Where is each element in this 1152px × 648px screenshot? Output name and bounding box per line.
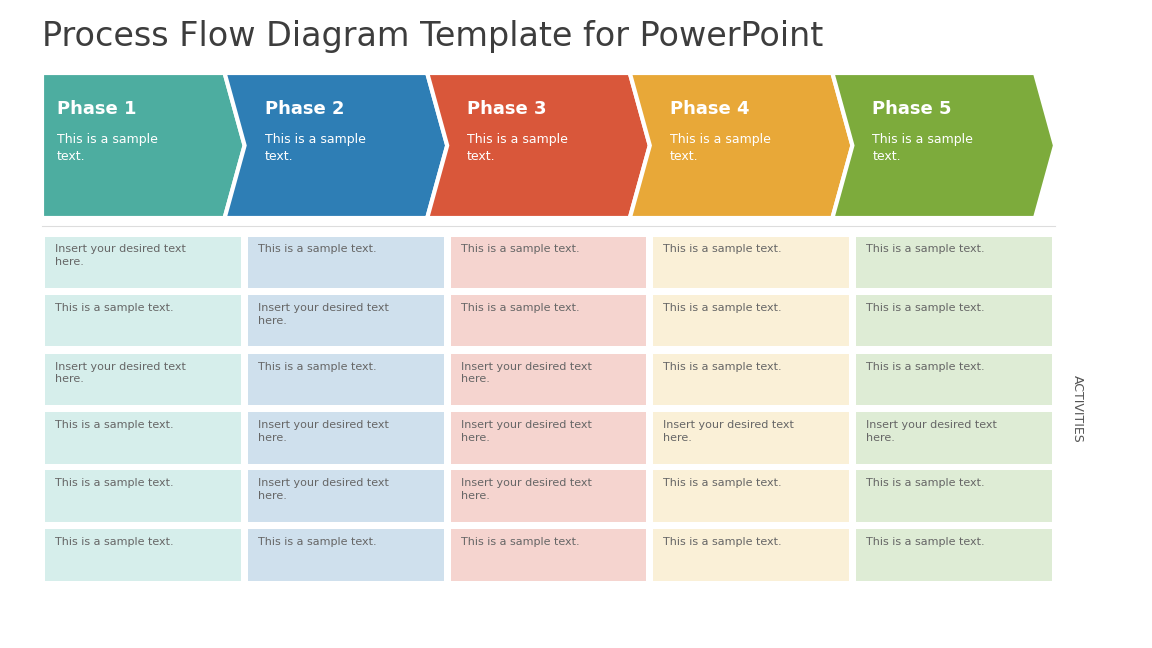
Text: This is a sample text.: This is a sample text. xyxy=(866,303,985,313)
Text: Insert your desired text
here.: Insert your desired text here. xyxy=(866,420,996,443)
FancyBboxPatch shape xyxy=(45,470,241,522)
FancyBboxPatch shape xyxy=(450,529,646,581)
Text: Phase 5: Phase 5 xyxy=(872,100,952,118)
Text: This is a sample text.: This is a sample text. xyxy=(664,244,782,255)
FancyBboxPatch shape xyxy=(450,237,646,288)
Text: Insert your desired text
here.: Insert your desired text here. xyxy=(461,420,592,443)
FancyBboxPatch shape xyxy=(248,295,444,347)
Text: This is a sample text.: This is a sample text. xyxy=(461,537,579,547)
Text: This is a sample text.: This is a sample text. xyxy=(664,537,782,547)
Polygon shape xyxy=(225,73,447,218)
FancyBboxPatch shape xyxy=(45,354,241,405)
Text: This is a sample
text.: This is a sample text. xyxy=(56,133,158,163)
FancyBboxPatch shape xyxy=(450,470,646,522)
FancyBboxPatch shape xyxy=(856,470,1052,522)
FancyBboxPatch shape xyxy=(248,412,444,463)
Polygon shape xyxy=(630,73,852,218)
FancyBboxPatch shape xyxy=(45,237,241,288)
Text: Insert your desired text
here.: Insert your desired text here. xyxy=(664,420,794,443)
Text: This is a sample text.: This is a sample text. xyxy=(258,537,377,547)
Text: This is a sample text.: This is a sample text. xyxy=(258,244,377,255)
Text: This is a sample
text.: This is a sample text. xyxy=(872,133,973,163)
Text: This is a sample text.: This is a sample text. xyxy=(664,362,782,371)
Text: This is a sample text.: This is a sample text. xyxy=(866,244,985,255)
Polygon shape xyxy=(833,73,1055,218)
Text: Insert your desired text
here.: Insert your desired text here. xyxy=(258,303,389,326)
FancyBboxPatch shape xyxy=(45,412,241,463)
Text: This is a sample text.: This is a sample text. xyxy=(866,537,985,547)
FancyBboxPatch shape xyxy=(450,295,646,347)
Text: This is a sample text.: This is a sample text. xyxy=(55,420,174,430)
Text: This is a sample text.: This is a sample text. xyxy=(866,362,985,371)
Text: This is a sample text.: This is a sample text. xyxy=(55,303,174,313)
Text: This is a sample text.: This is a sample text. xyxy=(461,303,579,313)
Text: Insert your desired text
here.: Insert your desired text here. xyxy=(258,478,389,502)
FancyBboxPatch shape xyxy=(45,529,241,581)
FancyBboxPatch shape xyxy=(856,529,1052,581)
FancyBboxPatch shape xyxy=(248,354,444,405)
FancyBboxPatch shape xyxy=(653,295,849,347)
FancyBboxPatch shape xyxy=(856,354,1052,405)
FancyBboxPatch shape xyxy=(653,470,849,522)
FancyBboxPatch shape xyxy=(653,412,849,463)
FancyBboxPatch shape xyxy=(248,529,444,581)
Text: Phase 4: Phase 4 xyxy=(669,100,749,118)
Text: Insert your desired text
here.: Insert your desired text here. xyxy=(461,362,592,384)
Text: This is a sample text.: This is a sample text. xyxy=(461,244,579,255)
Text: Phase 3: Phase 3 xyxy=(468,100,547,118)
Text: This is a sample text.: This is a sample text. xyxy=(664,303,782,313)
Text: This is a sample text.: This is a sample text. xyxy=(55,478,174,489)
Text: Phase 2: Phase 2 xyxy=(265,100,344,118)
Text: Phase 1: Phase 1 xyxy=(56,100,136,118)
FancyBboxPatch shape xyxy=(248,237,444,288)
FancyBboxPatch shape xyxy=(856,412,1052,463)
FancyBboxPatch shape xyxy=(653,354,849,405)
Text: This is a sample text.: This is a sample text. xyxy=(258,362,377,371)
FancyBboxPatch shape xyxy=(450,412,646,463)
Text: This is a sample
text.: This is a sample text. xyxy=(669,133,771,163)
Text: ACTIVITIES: ACTIVITIES xyxy=(1070,375,1084,443)
FancyBboxPatch shape xyxy=(856,295,1052,347)
Text: This is a sample text.: This is a sample text. xyxy=(55,537,174,547)
FancyBboxPatch shape xyxy=(45,295,241,347)
FancyBboxPatch shape xyxy=(653,237,849,288)
Polygon shape xyxy=(427,73,650,218)
Polygon shape xyxy=(41,73,244,218)
Text: Insert your desired text
here.: Insert your desired text here. xyxy=(55,362,187,384)
FancyBboxPatch shape xyxy=(248,470,444,522)
Text: Insert your desired text
here.: Insert your desired text here. xyxy=(55,244,187,268)
Text: This is a sample
text.: This is a sample text. xyxy=(468,133,568,163)
FancyBboxPatch shape xyxy=(450,354,646,405)
FancyBboxPatch shape xyxy=(856,237,1052,288)
Text: This is a sample text.: This is a sample text. xyxy=(866,478,985,489)
Text: Insert your desired text
here.: Insert your desired text here. xyxy=(258,420,389,443)
Text: Process Flow Diagram Template for PowerPoint: Process Flow Diagram Template for PowerP… xyxy=(41,20,824,53)
Text: This is a sample text.: This is a sample text. xyxy=(664,478,782,489)
Text: Insert your desired text
here.: Insert your desired text here. xyxy=(461,478,592,502)
FancyBboxPatch shape xyxy=(653,529,849,581)
Text: This is a sample
text.: This is a sample text. xyxy=(265,133,365,163)
